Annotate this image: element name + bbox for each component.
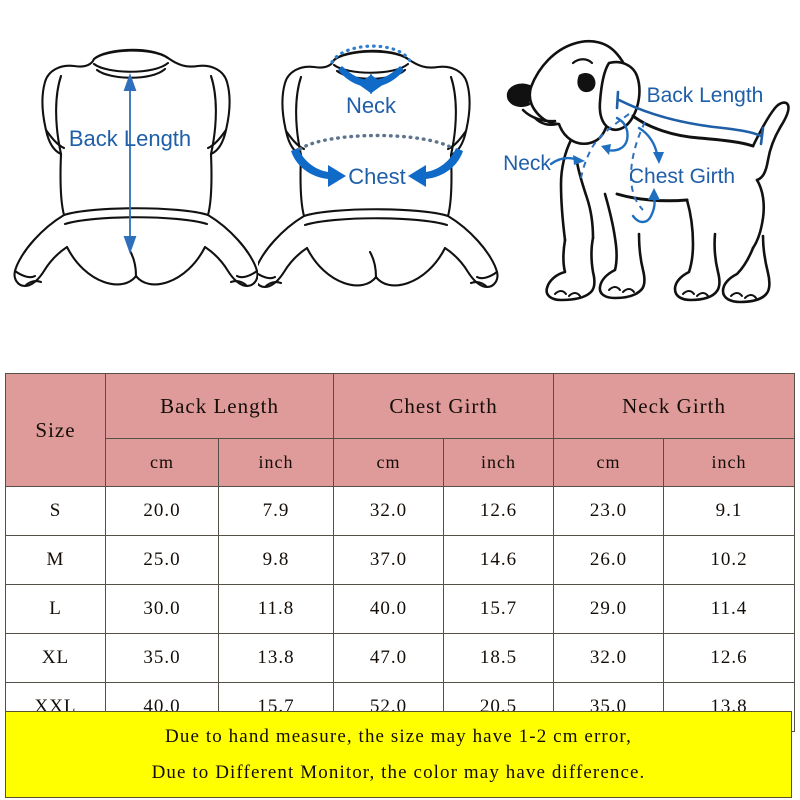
cell-neck-girth-inch: 12.6 (663, 633, 796, 683)
chest-dotted-ellipse (298, 133, 456, 151)
chest-girth-label-dog: Chest Girth (629, 165, 735, 188)
dog-measurement-figure: Back Length Neck Chest Girth (503, 40, 790, 304)
header-row-units: cm inch cm inch cm inch (6, 438, 796, 487)
chest-girth-pointer-arrow (631, 196, 656, 224)
back-length-arrow (123, 73, 137, 254)
table-header: Size Back Length Chest Girth Neck Girth … (5, 373, 796, 487)
chest-pointer-arrow (637, 126, 659, 156)
cell-size: XL (5, 633, 106, 683)
cell-back-length-cm: 25.0 (105, 535, 219, 585)
chest-girth-arrowhead (648, 188, 660, 200)
header-group-chest-girth: Chest Girth (333, 373, 555, 439)
header-unit-neck-girth-inch: inch (663, 438, 796, 487)
chest-arrows (291, 148, 463, 187)
size-chart-table: Size Back Length Chest Girth Neck Girth … (5, 373, 796, 732)
measurement-illustrations: Back Length Neck (0, 0, 800, 370)
cell-chest-girth-cm: 37.0 (333, 535, 445, 585)
cell-back-length-cm: 20.0 (105, 486, 219, 536)
cell-chest-girth-inch: 14.6 (443, 535, 555, 585)
cell-neck-girth-cm: 23.0 (553, 486, 665, 536)
dog-apparel-back-view-figure: Back Length (13, 48, 259, 288)
back-length-label-1: Back Length (69, 126, 191, 151)
back-length-arrowhead (601, 144, 611, 155)
back-length-pointer-arrow (605, 116, 629, 152)
neck-arrowhead (573, 155, 585, 165)
neck-pointer-arrow (549, 156, 577, 166)
cell-neck-girth-cm: 32.0 (553, 633, 665, 683)
cell-neck-girth-inch: 10.2 (663, 535, 796, 585)
chest-label-garment: Chest (348, 164, 405, 189)
disclaimer-line-2: Due to Different Monitor, the color may … (151, 761, 646, 783)
cell-back-length-cm: 35.0 (105, 633, 219, 683)
disclaimer-line-1: Due to hand measure, the size may have 1… (165, 725, 632, 747)
header-size: Size (5, 373, 106, 487)
measurement-disclaimer-banner: Due to hand measure, the size may have 1… (5, 711, 792, 798)
dog-apparel-front-view-figure: Neck Chest (258, 44, 499, 289)
neck-arrows (338, 66, 404, 94)
cell-back-length-cm: 30.0 (105, 584, 219, 634)
table-row: M 25.0 9.8 37.0 14.6 26.0 10.2 (5, 535, 796, 585)
cell-neck-girth-inch: 11.4 (663, 584, 796, 634)
header-unit-back-length-inch: inch (217, 438, 335, 487)
neck-dashed-line (580, 113, 630, 179)
chest-girth-dashed-line (629, 121, 646, 211)
header-group-back-length: Back Length (104, 373, 335, 439)
cell-back-length-inch: 9.8 (217, 535, 335, 585)
cell-chest-girth-inch: 18.5 (443, 633, 555, 683)
neck-dotted-ellipse (330, 44, 412, 64)
cell-chest-girth-cm: 40.0 (333, 584, 445, 634)
cell-size: L (5, 584, 106, 634)
cell-chest-girth-inch: 15.7 (443, 584, 555, 634)
cell-back-length-inch: 13.8 (217, 633, 335, 683)
header-unit-back-length-cm: cm (105, 438, 219, 487)
table-row: XL 35.0 13.8 47.0 18.5 32.0 12.6 (5, 633, 796, 683)
neck-label-dog: Neck (503, 152, 551, 175)
header-row-groups: Size Back Length Chest Girth Neck Girth (5, 373, 796, 487)
neck-label-garment: Neck (346, 93, 397, 118)
cell-neck-girth-inch: 9.1 (663, 486, 796, 536)
cell-size: M (5, 535, 106, 585)
table-body: S 20.0 7.9 32.0 12.6 23.0 9.1 M 25.0 9.8… (5, 486, 796, 732)
table-row: S 20.0 7.9 32.0 12.6 23.0 9.1 (5, 486, 796, 536)
cell-neck-girth-cm: 26.0 (553, 535, 665, 585)
size-chart-table-container: Size Back Length Chest Girth Neck Girth … (5, 373, 796, 732)
cell-chest-girth-inch: 12.6 (443, 486, 555, 536)
cell-chest-girth-cm: 47.0 (333, 633, 445, 683)
back-length-label-dog: Back Length (647, 84, 764, 107)
cell-back-length-inch: 11.8 (217, 584, 335, 634)
header-unit-chest-girth-cm: cm (333, 438, 445, 487)
cell-chest-girth-cm: 32.0 (333, 486, 445, 536)
back-length-bracket (615, 90, 765, 146)
cell-neck-girth-cm: 29.0 (553, 584, 665, 634)
header-unit-chest-girth-inch: inch (443, 438, 555, 487)
table-row: L 30.0 11.8 40.0 15.7 29.0 11.4 (5, 584, 796, 634)
cell-back-length-inch: 7.9 (217, 486, 335, 536)
header-group-neck-girth: Neck Girth (553, 373, 796, 439)
chest-pointer-arrowhead (653, 152, 664, 164)
cell-size: S (5, 486, 106, 536)
header-unit-neck-girth-cm: cm (553, 438, 665, 487)
